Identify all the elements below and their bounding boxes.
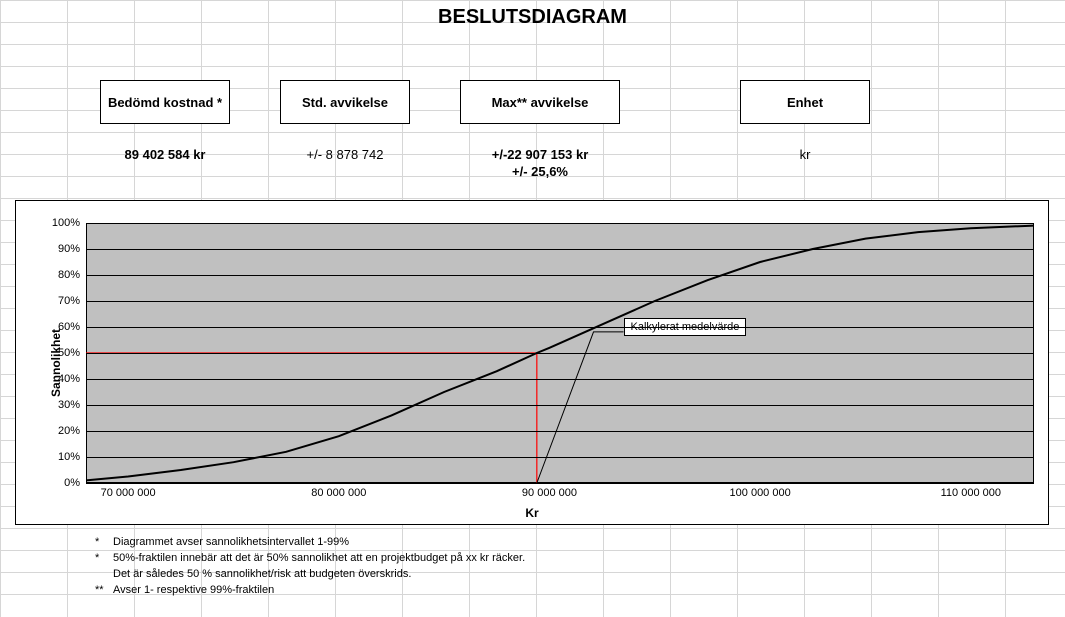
chart-plot-area: Kalkylerat medelvärde 0%10%20%30%40%50%6… [86, 223, 1034, 483]
ytick-label: 80% [58, 269, 80, 281]
footnote-row: Det är således 50 % sannolikhet/risk att… [95, 567, 525, 582]
ytick-label: 20% [58, 425, 80, 437]
xtick-label: 100 000 000 [730, 487, 791, 499]
header-row: Bedömd kostnad * Std. avvikelse Max** avvi… [100, 80, 965, 124]
chart-xlabel: Kr [16, 506, 1048, 520]
value-v4: kr [740, 145, 870, 164]
chart-container: Sannolikhet Kr Kalkylerat medelvärde 0%1… [15, 200, 1049, 525]
value-v1: 89 402 584 kr [100, 145, 230, 164]
chart-ylabel: Sannolikhet [49, 328, 63, 396]
footnote-row: *Diagrammet avser sannolikhetsintervalle… [95, 535, 525, 550]
xtick-label: 110 000 000 [941, 487, 1001, 499]
footnotes: *Diagrammet avser sannolikhetsintervalle… [95, 535, 525, 599]
footnote-text: Diagrammet avser sannolikhetsintervallet… [113, 535, 525, 550]
gridline-y [86, 275, 1034, 276]
gridline-y [86, 249, 1034, 250]
header-h4: Enhet [740, 80, 870, 124]
value-v2: +/- 8 878 742 [280, 145, 410, 164]
gridline-y [86, 431, 1034, 432]
ytick-label: 0% [64, 477, 80, 489]
max-deviation-pct: +/- 25,6% [460, 164, 620, 179]
footnote-mark [95, 567, 113, 582]
gridline-y [86, 327, 1034, 328]
ytick-label: 60% [58, 321, 80, 333]
gridline-y [86, 223, 1034, 224]
header-h2: Std. avvikelse [280, 80, 410, 124]
footnote-row: *50%-fraktilen innebär att det är 50% sa… [95, 551, 525, 566]
footnote-mark: * [95, 551, 113, 566]
gridline-y [86, 405, 1034, 406]
gridline-y [86, 483, 1034, 484]
xtick-label: 80 000 000 [311, 487, 366, 499]
gridline-y [86, 379, 1034, 380]
value-row: 89 402 584 kr +/- 8 878 742 +/-22 907 153 … [100, 145, 965, 164]
ytick-label: 70% [58, 295, 80, 307]
ytick-label: 30% [58, 399, 80, 411]
header-h1: Bedömd kostnad * [100, 80, 230, 124]
footnote-text: Avser 1- respektive 99%-fraktilen [113, 583, 525, 598]
ytick-label: 10% [58, 451, 80, 463]
gridline-y [86, 353, 1034, 354]
footnote-mark: ** [95, 583, 113, 598]
xtick-label: 90 000 000 [522, 487, 577, 499]
page-title: BESLUTSDIAGRAM [0, 6, 1065, 29]
gridline-y [86, 457, 1034, 458]
value-v3: +/-22 907 153 kr [460, 145, 620, 164]
gridline-y [86, 301, 1034, 302]
footnote-text: Det är således 50 % sannolikhet/risk att… [113, 567, 525, 582]
callout-leader [537, 332, 624, 483]
footnote-mark: * [95, 535, 113, 550]
xtick-label: 70 000 000 [101, 487, 156, 499]
footnote-row: **Avser 1- respektive 99%-fraktilen [95, 583, 525, 598]
ytick-label: 40% [58, 373, 80, 385]
ytick-label: 90% [58, 243, 80, 255]
ytick-label: 100% [52, 217, 80, 229]
header-h3: Max** avvikelse [460, 80, 620, 124]
footnote-text: 50%-fraktilen innebär att det är 50% san… [113, 551, 525, 566]
ytick-label: 50% [58, 347, 80, 359]
